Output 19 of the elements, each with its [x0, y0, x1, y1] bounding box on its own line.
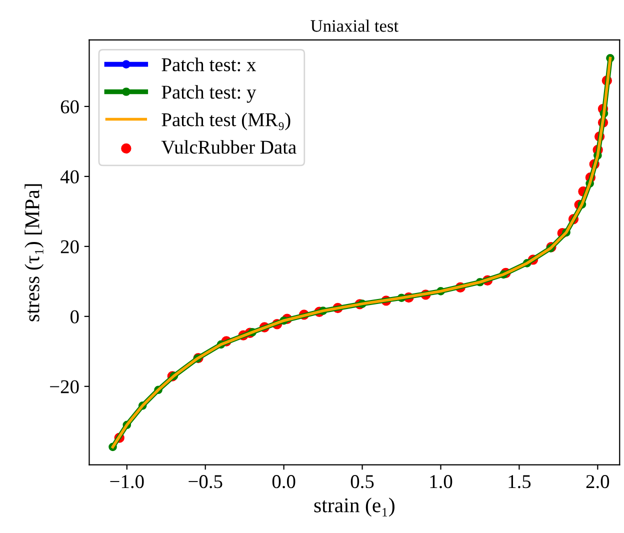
y-tick-label: 0 [70, 310, 79, 324]
x-tick-label: 1.0 [430, 475, 452, 488]
y-tick-label: −20 [50, 380, 79, 394]
legend-label: Patch test: y [162, 85, 256, 103]
x-tick-label: 1.5 [508, 475, 531, 488]
chart-title: Uniaxial test [310, 20, 398, 32]
y-tick-label: 40 [60, 170, 79, 184]
y-tick-label: 60 [60, 100, 79, 114]
legend-label: VulcRubber Data [161, 140, 296, 154]
x-tick-label: −0.5 [188, 475, 222, 488]
y-axis-title: stress (τ₁) [MPa] [24, 184, 44, 322]
x-tick-label: −1.0 [110, 475, 144, 488]
x-tick-label: 0.0 [272, 475, 296, 488]
legend-label: Patch test (MR₉) [162, 112, 290, 130]
y-tick-label: 20 [60, 240, 79, 254]
x-tick-label: 0.5 [350, 475, 374, 488]
x-tick-label: 2.0 [586, 475, 610, 488]
x-axis-title: strain (e₁) [314, 498, 394, 517]
legend-label: Patch test: x [162, 58, 256, 72]
